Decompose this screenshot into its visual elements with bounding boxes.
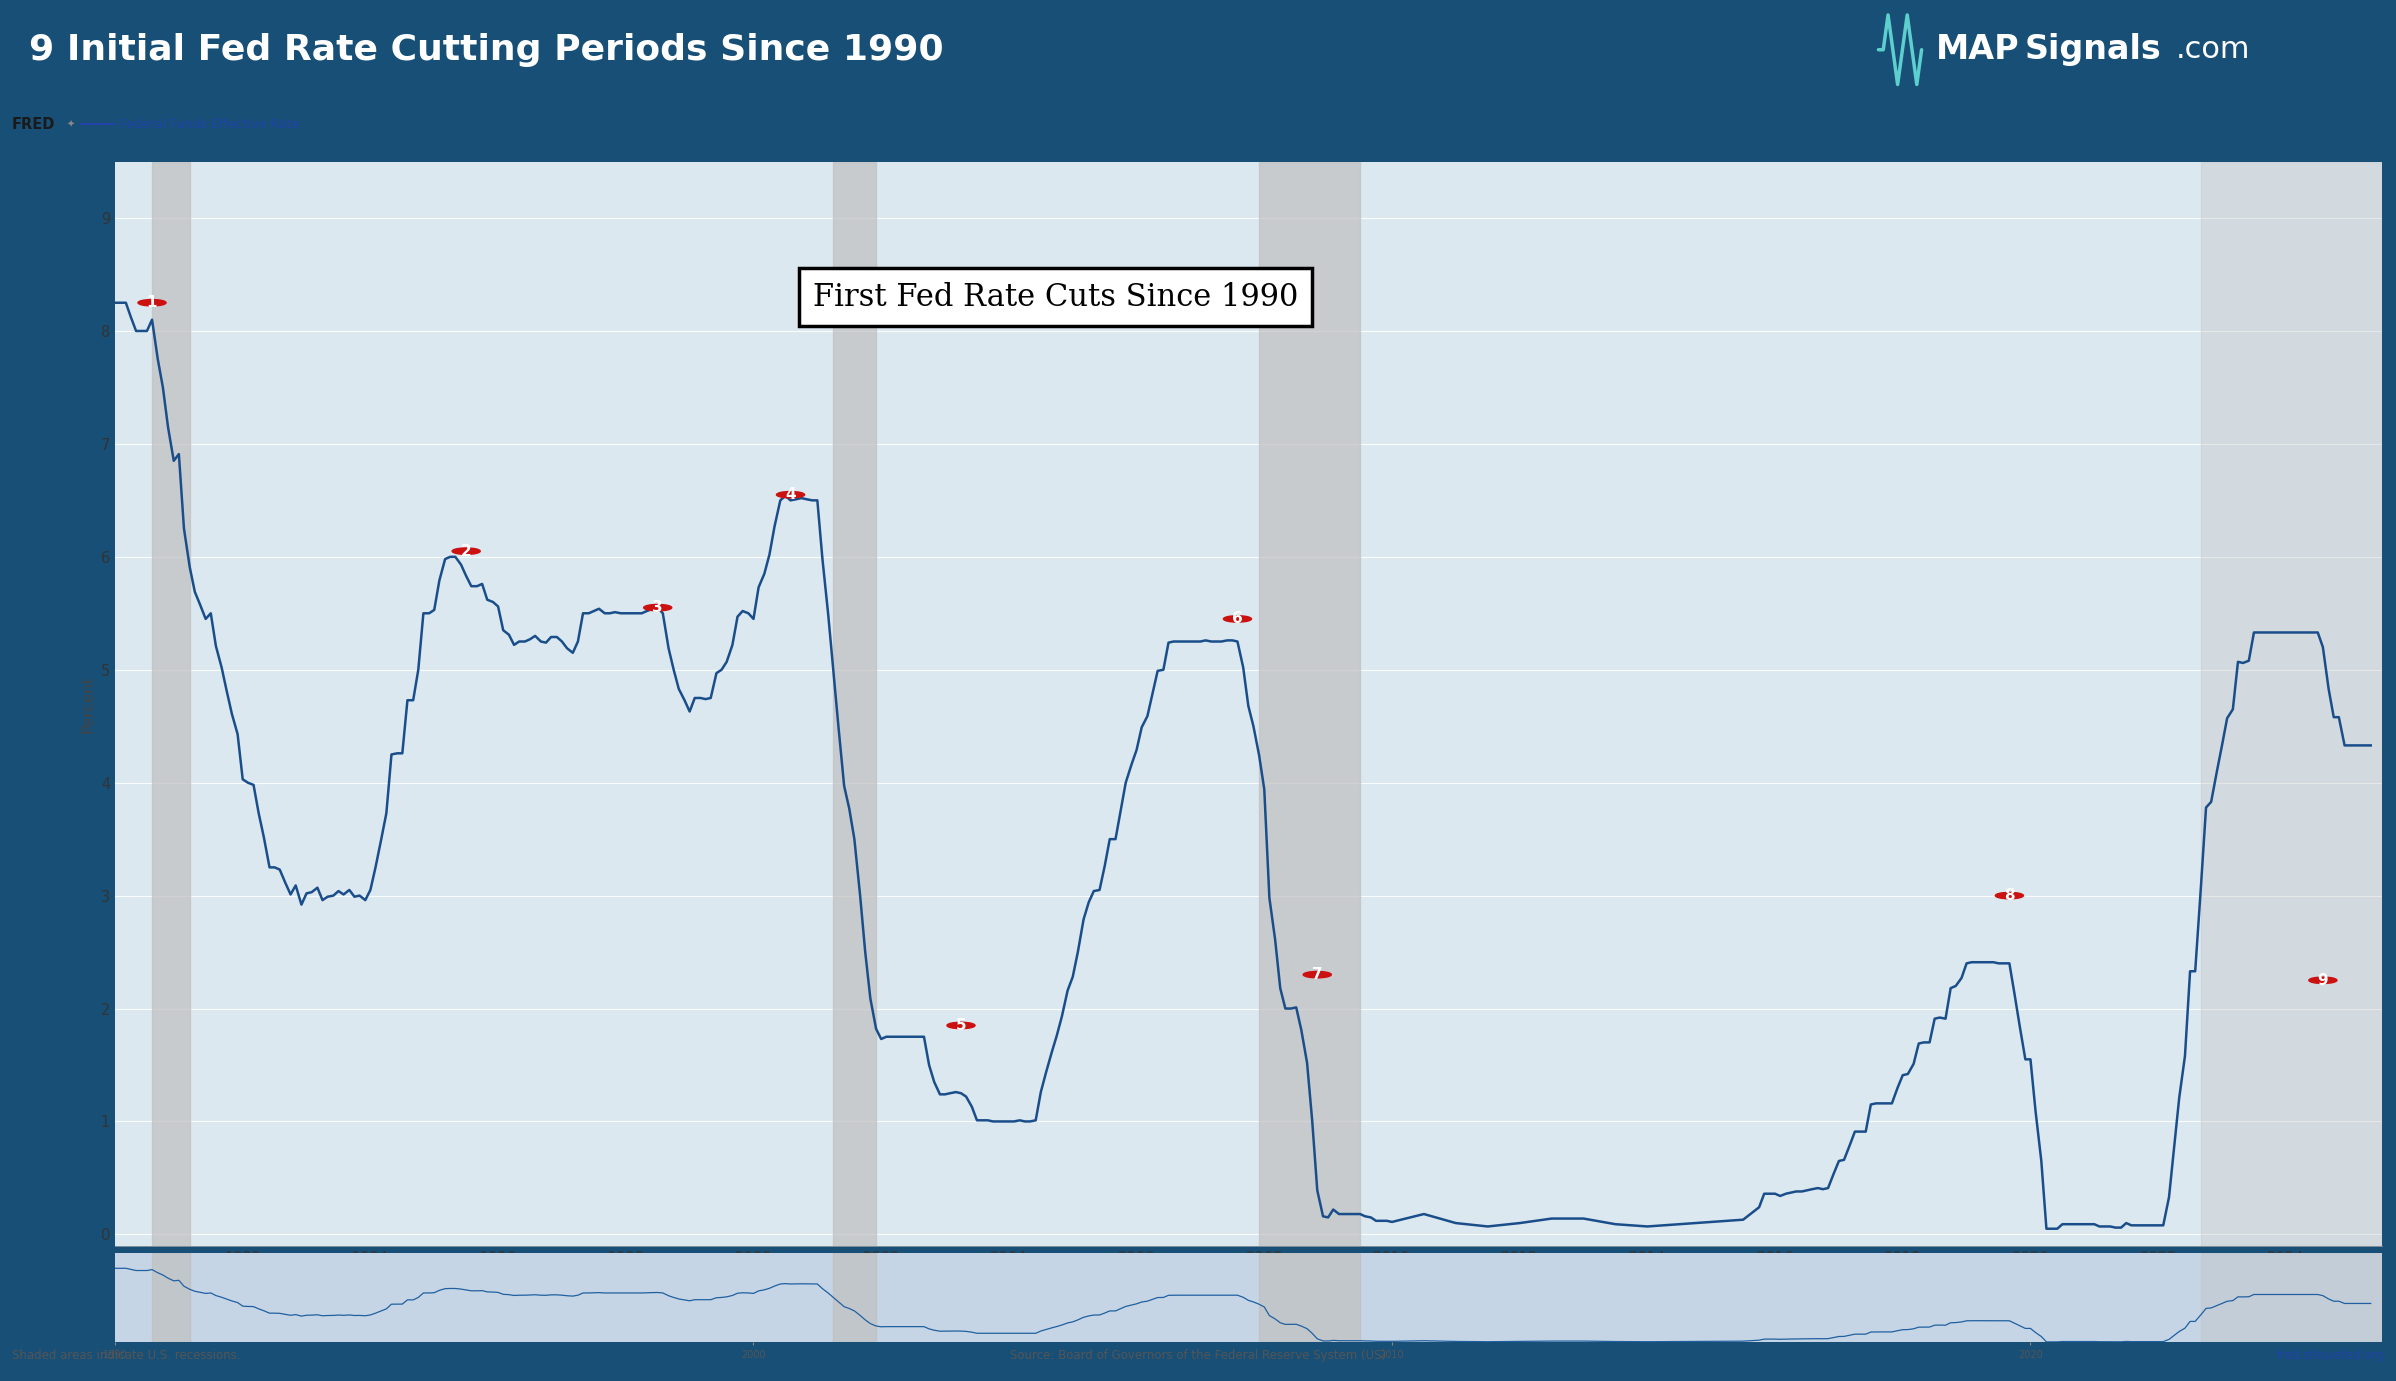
Text: 4: 4	[786, 487, 795, 503]
Bar	[151, 1253, 189, 1342]
Text: Source: Board of Governors of the Federal Reserve System (US): Source: Board of Governors of the Federa…	[1011, 1349, 1385, 1363]
Text: 7: 7	[1313, 967, 1323, 982]
Bar	[834, 162, 877, 1246]
Text: Signals: Signals	[2025, 33, 2161, 66]
Ellipse shape	[2310, 978, 2336, 983]
Text: Federal Funds Effective Rate: Federal Funds Effective Rate	[120, 117, 300, 131]
Bar	[2202, 162, 2382, 1246]
Text: fred.stlouisfed.org: fred.stlouisfed.org	[2276, 1349, 2384, 1363]
Bar	[834, 1253, 877, 1342]
Bar	[1260, 162, 1361, 1246]
Ellipse shape	[645, 605, 671, 610]
Text: .com: .com	[2176, 36, 2250, 64]
Text: 6: 6	[1232, 612, 1244, 627]
Text: First Fed Rate Cuts Since 1990: First Fed Rate Cuts Since 1990	[812, 282, 1299, 312]
Ellipse shape	[776, 492, 805, 499]
Bar	[151, 162, 189, 1246]
Text: MAP: MAP	[1936, 33, 2020, 66]
Y-axis label: Percent: Percent	[79, 675, 96, 732]
Text: 1: 1	[146, 296, 158, 311]
Text: 2: 2	[460, 544, 472, 559]
Text: 9: 9	[2317, 972, 2329, 987]
Ellipse shape	[946, 1022, 975, 1029]
Text: 8: 8	[2003, 888, 2015, 903]
Bar	[2202, 1253, 2382, 1342]
Text: 3: 3	[652, 601, 664, 615]
Bar	[1260, 1253, 1361, 1342]
Text: FRED: FRED	[12, 117, 55, 131]
Text: 5: 5	[956, 1018, 966, 1033]
Text: ✦: ✦	[67, 119, 74, 130]
Ellipse shape	[1303, 971, 1332, 978]
Ellipse shape	[139, 300, 165, 307]
Text: 9 Initial Fed Rate Cutting Periods Since 1990: 9 Initial Fed Rate Cutting Periods Since…	[29, 33, 944, 66]
Ellipse shape	[1224, 616, 1251, 621]
Ellipse shape	[453, 548, 479, 554]
Ellipse shape	[1996, 892, 2025, 899]
Text: Shaded areas indicate U.S. recessions.: Shaded areas indicate U.S. recessions.	[12, 1349, 240, 1363]
